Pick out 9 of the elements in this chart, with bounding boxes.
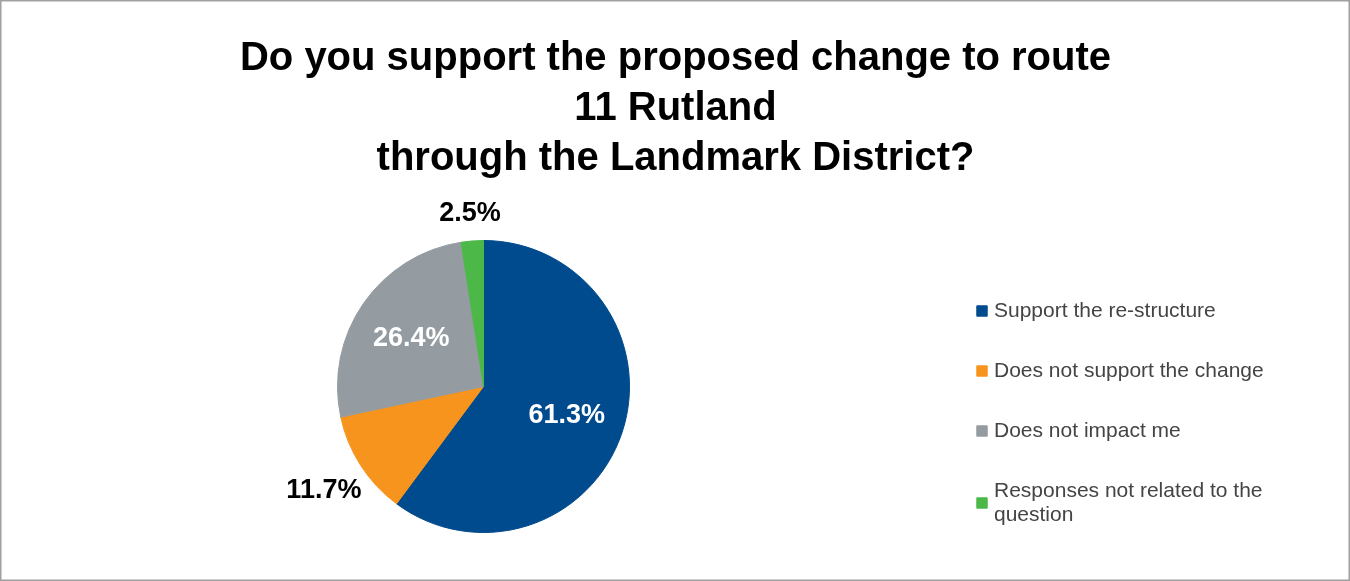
data-label: 61.3% xyxy=(528,398,605,429)
data-label: 11.7% xyxy=(286,474,362,505)
data-label: 2.5% xyxy=(439,196,501,227)
chart-title: Do you support the proposed change to route 11 Rutland through the Landmark District? xyxy=(239,33,1112,178)
data-label: 26.4% xyxy=(373,321,450,352)
legend-label: Support the re-structure xyxy=(994,298,1216,322)
legend-label: Does not support the change xyxy=(994,358,1264,382)
legend-label: Responses not related to the question xyxy=(994,478,1263,526)
legend-label: Does not impact me xyxy=(994,418,1181,442)
